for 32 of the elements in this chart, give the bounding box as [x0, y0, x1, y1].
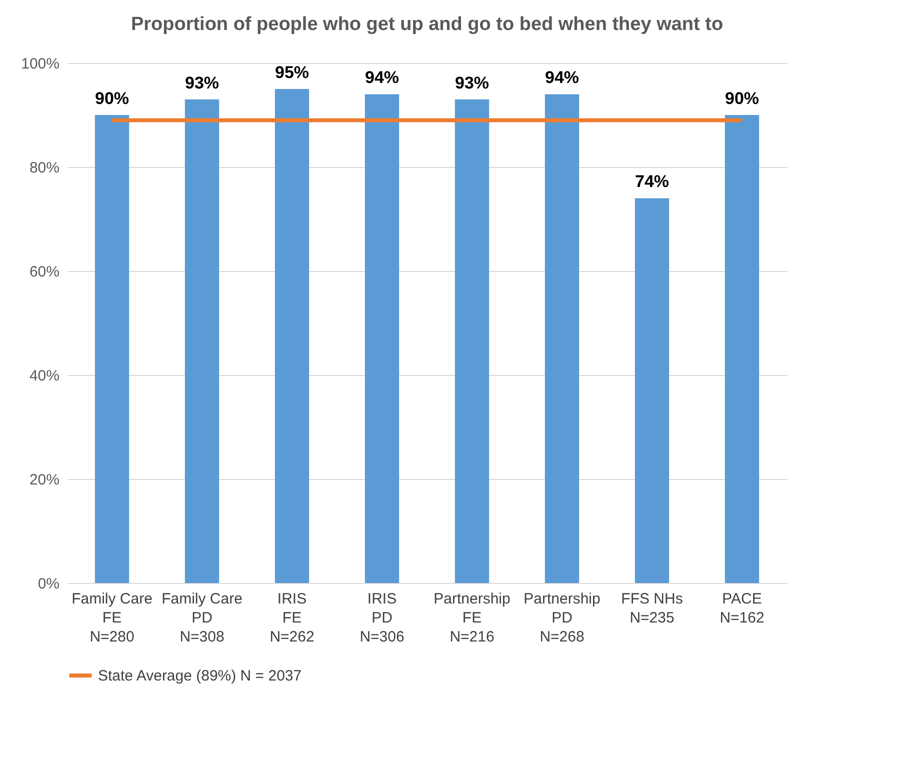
y-tick-label: 100%: [21, 56, 60, 72]
bar: [544, 94, 580, 583]
x-tick-label: Partnership FE N=216: [434, 590, 510, 646]
bar: [634, 198, 670, 583]
x-tick-label: FFS NHs N=235: [621, 590, 683, 626]
data-label: 94%: [364, 68, 400, 88]
bar: [274, 89, 310, 583]
bar: [454, 99, 490, 583]
x-tick-label: Family Care FE N=280: [72, 590, 152, 646]
x-tick-label: PACE N=162: [720, 590, 764, 626]
legend-label: State Average (89%) N = 2037: [98, 668, 302, 684]
data-label: 90%: [724, 89, 760, 108]
x-tick-label: Family Care PD N=308: [162, 590, 242, 646]
x-tick-label: Partnership PD N=268: [524, 590, 600, 646]
bar: [184, 99, 220, 583]
y-tick-label: 80%: [29, 160, 60, 176]
data-label: 93%: [184, 73, 220, 92]
chart-title: Proportion of people who get up and go to bed when they want to: [130, 14, 724, 35]
data-label: 94%: [544, 68, 580, 88]
data-label: 90%: [94, 89, 130, 108]
y-tick-label: 60%: [29, 264, 60, 280]
bar: [724, 115, 760, 583]
bar: [364, 94, 400, 583]
data-label: 95%: [274, 63, 310, 82]
bar: [94, 115, 130, 583]
y-tick-label: 0%: [38, 576, 60, 592]
y-tick-label: 40%: [29, 368, 60, 384]
x-tick-label: IRIS FE N=262: [270, 590, 314, 646]
data-label: 74%: [634, 172, 670, 192]
x-tick-label: IRIS PD N=306: [360, 590, 404, 646]
data-label: 93%: [454, 73, 490, 92]
y-tick-label: 20%: [29, 472, 60, 488]
